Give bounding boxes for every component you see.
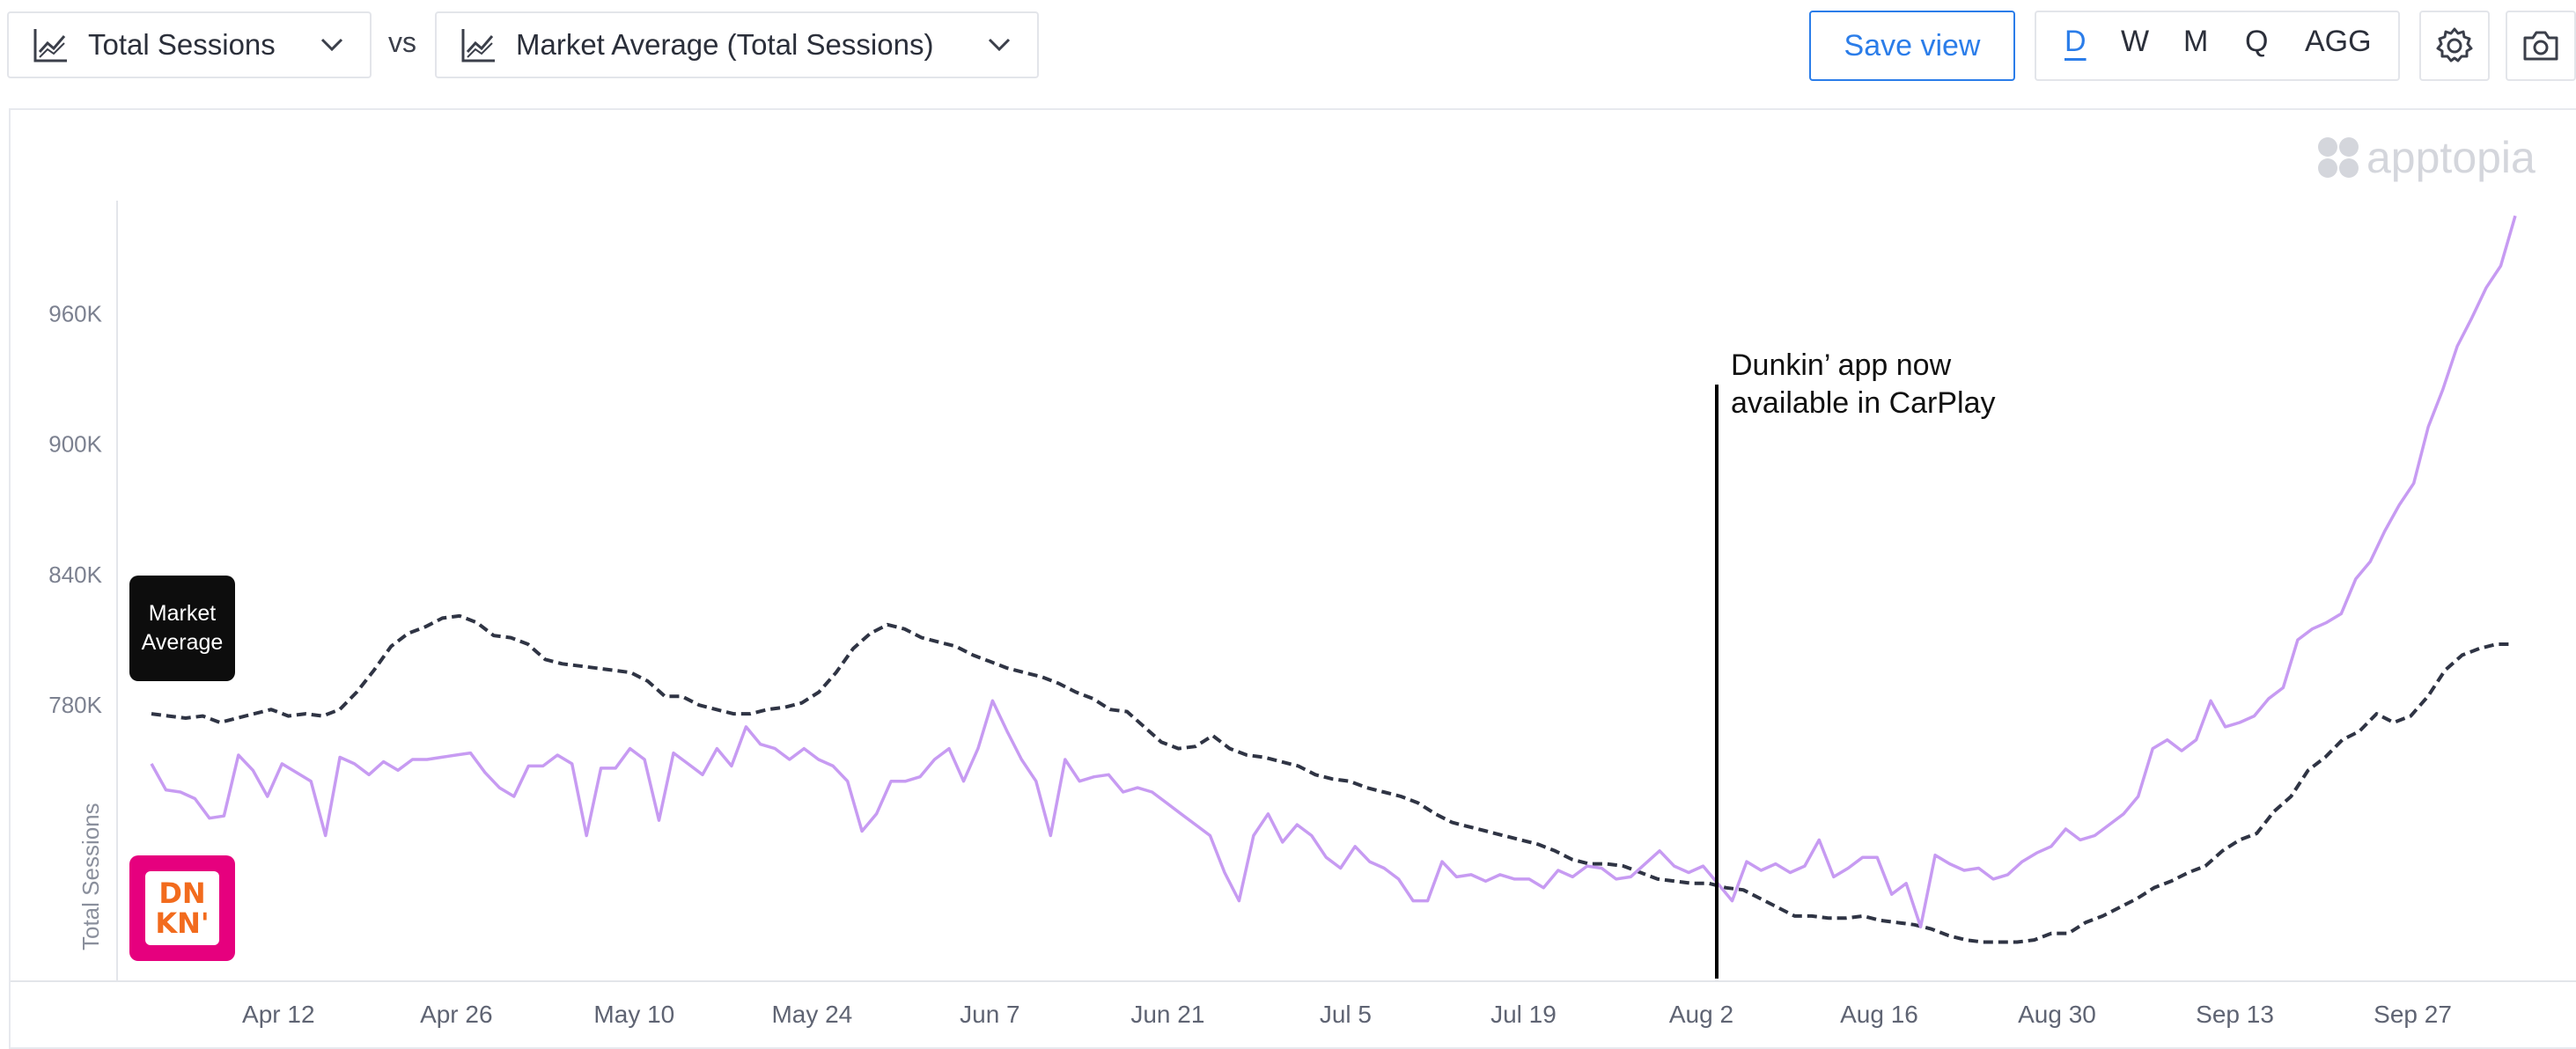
dunkin-logo-line1: DN — [158, 877, 206, 910]
chevron-down-icon — [988, 38, 1011, 52]
x-tick-label: Apr 12 — [242, 1001, 315, 1028]
dunkin-sessions-line — [150, 215, 2517, 928]
market-legend-line2: Average — [141, 630, 224, 655]
period-weekly[interactable]: W — [2121, 25, 2150, 58]
annotation-text-line2: available in CarPlay — [1731, 386, 1996, 420]
y-tick-label: 780K — [48, 692, 102, 718]
x-tick-label: Aug 16 — [1840, 1001, 1918, 1028]
logo-dot — [2318, 158, 2337, 178]
x-ticks: Apr 12 Apr 26 May 10 May 24 Jun 7 Jun 21 Jul 5… — [242, 1001, 2452, 1028]
y-ticks: 780K 840K 900K 960K — [48, 300, 102, 718]
x-tick-label: May 24 — [771, 1001, 852, 1028]
x-tick-label: Jun 7 — [960, 1001, 1020, 1028]
x-tick-label: May 10 — [593, 1001, 674, 1028]
y-tick-label: 900K — [48, 431, 102, 458]
line-chart-icon — [33, 29, 67, 62]
logo-dot — [2318, 137, 2337, 157]
x-tick-label: Sep 27 — [2374, 1001, 2452, 1028]
compare-dropdown[interactable]: Market Average (Total Sessions) — [435, 11, 1039, 78]
metric-dropdown[interactable]: Total Sessions — [7, 11, 372, 78]
dunkin-app-icon: DN KN' — [129, 855, 235, 961]
gear-icon — [2436, 27, 2473, 62]
dunkin-logo-line2: KN' — [155, 906, 210, 940]
market-legend-line1: Market — [148, 601, 217, 626]
watermark-text: apptopia — [2366, 133, 2536, 182]
logo-dot — [2339, 158, 2359, 178]
camera-icon — [2523, 31, 2558, 61]
x-tick-label: Aug 2 — [1669, 1001, 1733, 1028]
x-tick-label: Jun 21 — [1130, 1001, 1204, 1028]
annotation-text-line1: Dunkin’ app now — [1731, 348, 1952, 382]
compare-dropdown-label: Market Average (Total Sessions) — [516, 28, 934, 61]
toolbar: Total Sessions vs Market Average (Total … — [0, 0, 2576, 99]
chart-panel — [9, 108, 2576, 1049]
y-tick-label: 960K — [48, 300, 102, 326]
metric-dropdown-label: Total Sessions — [88, 28, 276, 61]
screenshot-button[interactable] — [2506, 11, 2576, 81]
vs-label: vs — [388, 26, 416, 58]
x-tick-label: Jul 5 — [1320, 1001, 1372, 1028]
period-daily[interactable]: D — [2064, 25, 2087, 58]
dunkin-logo: DN KN' — [145, 871, 219, 945]
period-aggregate[interactable]: AGG — [2305, 25, 2372, 58]
x-tick-label: Jul 19 — [1490, 1001, 1557, 1028]
line-chart-icon — [461, 29, 495, 62]
period-quarterly[interactable]: Q — [2245, 25, 2269, 58]
logo-dot — [2339, 137, 2359, 157]
period-selector: D W M Q AGG — [2035, 11, 2400, 81]
market-average-legend-badge: Market Average — [129, 576, 235, 681]
y-tick-label: 840K — [48, 561, 102, 588]
y-axis-label: Total Sessions — [77, 803, 104, 950]
save-view-button[interactable]: Save view — [1809, 11, 2015, 81]
apptopia-logo: apptopia — [2318, 133, 2536, 182]
x-tick-label: Sep 13 — [2196, 1001, 2274, 1028]
settings-button[interactable] — [2419, 11, 2490, 81]
x-tick-label: Apr 26 — [420, 1001, 493, 1028]
period-monthly[interactable]: M — [2183, 25, 2209, 58]
market-average-line — [151, 613, 2513, 944]
chevron-down-icon — [320, 38, 343, 52]
x-tick-label: Aug 30 — [2018, 1001, 2096, 1028]
